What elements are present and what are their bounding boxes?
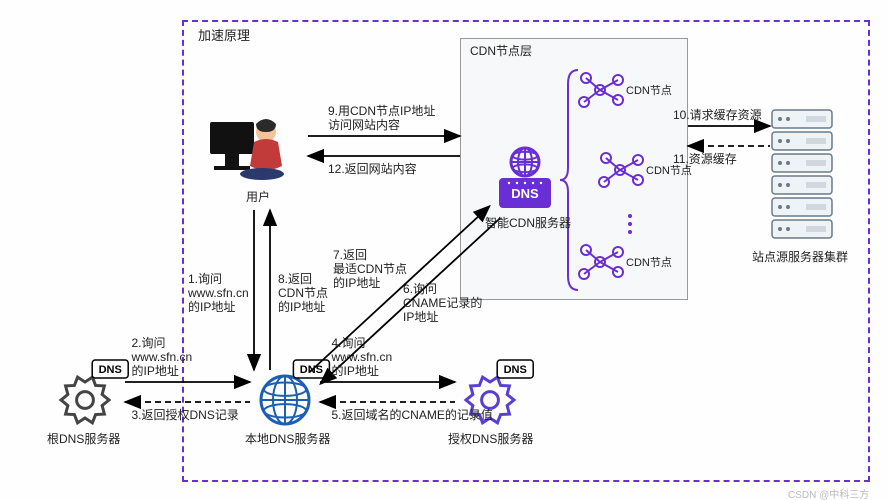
svg-text:DNS: DNS [504, 364, 527, 376]
svg-text:DNS: DNS [99, 364, 122, 376]
svg-text:DNS: DNS [511, 186, 539, 201]
